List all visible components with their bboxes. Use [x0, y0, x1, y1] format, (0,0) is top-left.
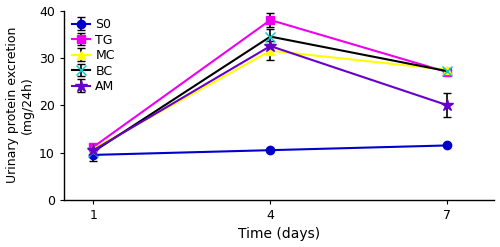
- Legend: S0, TG, MC, BC, AM: S0, TG, MC, BC, AM: [66, 13, 120, 98]
- X-axis label: Time (days): Time (days): [238, 227, 320, 242]
- Y-axis label: Urinary protein excretion
(mg/24h): Urinary protein excretion (mg/24h): [6, 27, 34, 183]
